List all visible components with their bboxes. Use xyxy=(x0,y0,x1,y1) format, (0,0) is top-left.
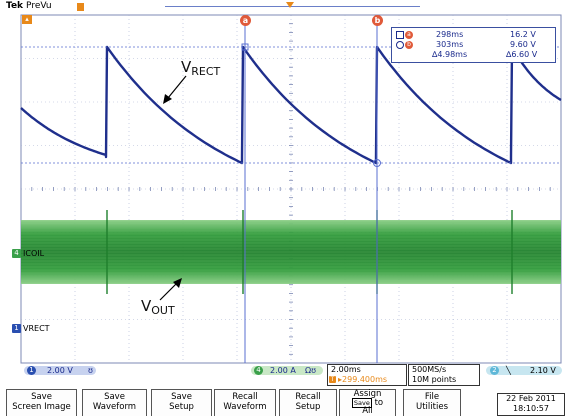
vout-annotation: VOUT xyxy=(141,297,175,317)
ch1-top-marker: ▴ xyxy=(22,15,32,24)
ch1-bandwidth: ʊ xyxy=(88,366,93,375)
time: 18:10:57 xyxy=(513,404,549,413)
cursor-b-value: 9.60 V xyxy=(510,40,536,49)
recall-setup-button[interactable]: Recall Setup xyxy=(279,389,337,416)
ch1-status-tag: 1 xyxy=(27,366,36,375)
bottom-menu: Save Screen Image Save Waveform Save Setup … xyxy=(0,389,568,417)
trigger-readout[interactable] xyxy=(486,366,562,375)
record-length: 10M points xyxy=(412,375,457,384)
cursor-a-value: 16.2 V xyxy=(510,30,536,39)
trigger-marker xyxy=(77,3,84,11)
cursor-a-time: 298ms xyxy=(436,30,464,39)
ch1-scale-readout[interactable] xyxy=(24,366,96,375)
ch1-marker[interactable]: 1 VRECT xyxy=(12,324,50,333)
vrect-arrowhead xyxy=(163,94,172,104)
cursor-b-badge[interactable]: b xyxy=(372,15,383,26)
save-waveform-button[interactable]: Save Waveform xyxy=(82,389,147,416)
ch1-label: VRECT xyxy=(23,324,50,333)
trigger-position: T ▸299.400ms xyxy=(329,375,388,384)
trigger-ch-tag: 2 xyxy=(490,366,499,375)
ch4-scale-readout[interactable] xyxy=(251,366,323,375)
timebase-box[interactable] xyxy=(327,364,407,386)
cursor-a-badge[interactable]: a xyxy=(240,15,251,26)
save-key-tag: Save xyxy=(351,397,372,408)
cursor-b-time: 303ms xyxy=(436,40,464,49)
acquisition-box[interactable] xyxy=(408,364,480,386)
ch1-tag: 1 xyxy=(12,324,21,333)
vrect-arrow xyxy=(167,75,187,99)
sample-rate: 500MS/s xyxy=(412,365,447,374)
delta-time: ∆4.98ms xyxy=(432,50,468,59)
ch4-label: ICOIL xyxy=(23,249,45,258)
ch1-scale: 2.00 V xyxy=(47,366,73,375)
save-screen-image-button[interactable]: Save Screen Image xyxy=(6,389,77,416)
trigger-level: 2.10 V xyxy=(530,366,556,375)
vout-arrowhead xyxy=(173,278,182,288)
recall-waveform-button[interactable]: Recall Waveform xyxy=(214,389,276,416)
trigger-slope-icon: ╲ xyxy=(506,366,511,375)
cursor-b-icon xyxy=(396,40,404,49)
brand-label: Tek PreVu xyxy=(6,1,52,11)
cursor-b-handle[interactable] xyxy=(373,159,381,167)
ch4-tag: 4 xyxy=(12,249,21,258)
cursor-a-icon xyxy=(396,30,404,39)
delta-value: ∆6.60 V xyxy=(506,50,538,59)
date: 22 Feb 2011 xyxy=(506,394,556,403)
ch4-status-tag: 4 xyxy=(254,366,263,375)
vrect-annotation: VRECT xyxy=(181,58,221,78)
cursor-readout: a 298ms 16.2 V b 303ms 9.60 V ∆4.98ms ∆6… xyxy=(391,27,556,63)
ch4-scale: 2.00 A xyxy=(270,366,296,375)
date-time: 22 Feb 2011 18:10:57 xyxy=(497,393,565,416)
cursor-a-readout-badge: a xyxy=(405,30,413,39)
save-setup-button[interactable]: Save Setup xyxy=(151,389,212,416)
file-utilities-button[interactable]: File Utilities xyxy=(403,389,461,416)
status-bar: 1 2.00 V ʊ 4 2.00 A Ωʊ 2.00ms T ▸299.400m… xyxy=(0,364,568,386)
cursor-a-handle[interactable] xyxy=(241,43,249,51)
ch4-termination: Ωʊ xyxy=(305,366,317,375)
record-position-marker[interactable] xyxy=(286,2,294,8)
ch4-marker[interactable]: 4 ICOIL xyxy=(12,249,44,258)
assign-save-button[interactable]: Assign Save to All xyxy=(339,389,396,416)
top-bar: Tek PreVu xyxy=(0,0,568,14)
vout-arrow xyxy=(159,282,178,301)
cursor-b-readout-badge: b xyxy=(405,40,413,49)
timebase: 2.00ms xyxy=(331,365,361,374)
